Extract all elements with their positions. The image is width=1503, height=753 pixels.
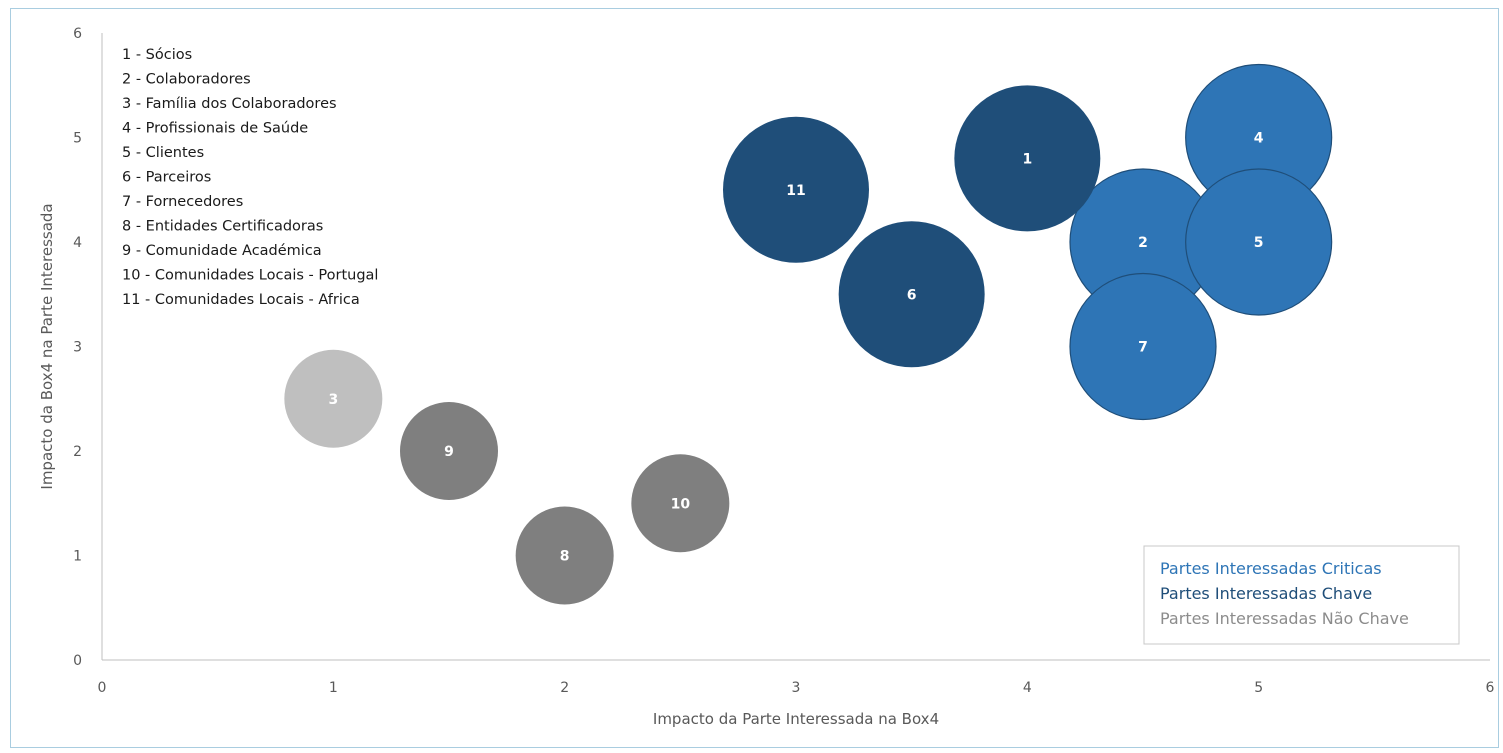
key-item: 2 - Colaboradores — [122, 72, 251, 88]
bubble-1 — [954, 85, 1101, 232]
y-tick-labels: 0 1 2 3 4 5 6 — [73, 26, 82, 669]
bubble-8 — [515, 506, 614, 605]
bubble-label-7: 7 — [1138, 340, 1148, 356]
bubble-7 — [1069, 272, 1217, 421]
bubble-label-6: 6 — [907, 287, 917, 303]
key-item: 4 - Profissionais de Saúde — [122, 121, 308, 137]
x-tick-label: 5 — [1254, 680, 1263, 696]
legend: Partes Interessadas Criticas Partes Inter… — [1143, 545, 1460, 645]
key-item: 9 - Comunidade Académica — [122, 243, 322, 259]
bubble-3 — [284, 349, 383, 448]
x-tick-label: 0 — [98, 680, 107, 696]
bubble-label-11: 11 — [786, 183, 805, 199]
legend-entry: Partes Interessadas Chave — [1160, 584, 1372, 603]
y-tick-label: 6 — [73, 26, 82, 42]
key-item: 6 - Parceiros — [122, 170, 211, 186]
bubble-9 — [400, 402, 498, 500]
key-item: 10 - Comunidades Locais - Portugal — [122, 268, 378, 284]
bubble-11 — [723, 116, 869, 263]
legend-entry: Partes Interessadas Não Chave — [1160, 609, 1409, 628]
bubble-label-9: 9 — [444, 444, 454, 460]
x-tick-label: 6 — [1486, 680, 1495, 696]
bubble-label-8: 8 — [560, 549, 570, 565]
key-item: 1 - Sócios — [122, 47, 192, 63]
key-item: 3 - Família dos Colaboradores — [122, 96, 337, 112]
x-tick-label: 1 — [329, 680, 338, 696]
x-tick-label: 2 — [560, 680, 569, 696]
x-tick-label: 4 — [1023, 680, 1032, 696]
key-item: 7 - Fornecedores — [122, 194, 243, 210]
legend-box — [1143, 545, 1460, 645]
y-tick-label: 3 — [73, 340, 82, 356]
y-tick-label: 1 — [73, 549, 82, 565]
x-tick-labels: 0 1 2 3 4 5 6 — [98, 680, 1495, 696]
stakeholder-key-list: 1 - Sócios 2 - Colaboradores 3 - Família d… — [122, 47, 378, 308]
bubble-label-3: 3 — [328, 392, 338, 408]
bubble-label-2: 2 — [1138, 235, 1148, 251]
y-tick-label: 5 — [73, 131, 82, 147]
bubble-6 — [838, 221, 985, 368]
y-axis-title: Impacto da Box4 na Parte Interessada — [38, 203, 56, 489]
bubble-label-4: 4 — [1254, 131, 1264, 147]
x-tick-label: 3 — [792, 680, 801, 696]
key-item: 8 - Entidades Certificadoras — [122, 219, 323, 235]
y-tick-label: 0 — [73, 653, 82, 669]
axes — [101, 33, 1490, 661]
key-item: 5 - Clientes — [122, 145, 204, 161]
bubble-5 — [1185, 168, 1333, 316]
key-item: 11 - Comunidades Locais - Africa — [122, 292, 360, 308]
y-tick-label: 2 — [73, 444, 82, 460]
bubble-label-5: 5 — [1254, 235, 1264, 251]
legend-entry: Partes Interessadas Criticas — [1160, 559, 1382, 578]
bubble-label-10: 10 — [671, 496, 691, 512]
bubble-label-1: 1 — [1022, 151, 1032, 167]
x-axis-title: Impacto da Parte Interessada na Box4 — [653, 710, 939, 728]
bubble-10 — [631, 454, 730, 553]
y-tick-label: 4 — [73, 235, 82, 251]
